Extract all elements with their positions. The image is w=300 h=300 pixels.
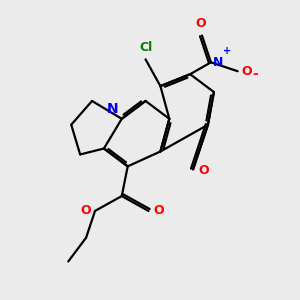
Text: O: O [153,204,164,218]
Text: -: - [253,67,258,81]
Text: O: O [241,65,252,78]
Text: O: O [198,164,209,177]
Text: N: N [212,56,223,69]
Text: N: N [106,102,118,116]
Text: O: O [80,204,91,218]
Text: +: + [223,46,231,56]
Text: Cl: Cl [139,41,152,54]
Text: O: O [195,17,206,30]
